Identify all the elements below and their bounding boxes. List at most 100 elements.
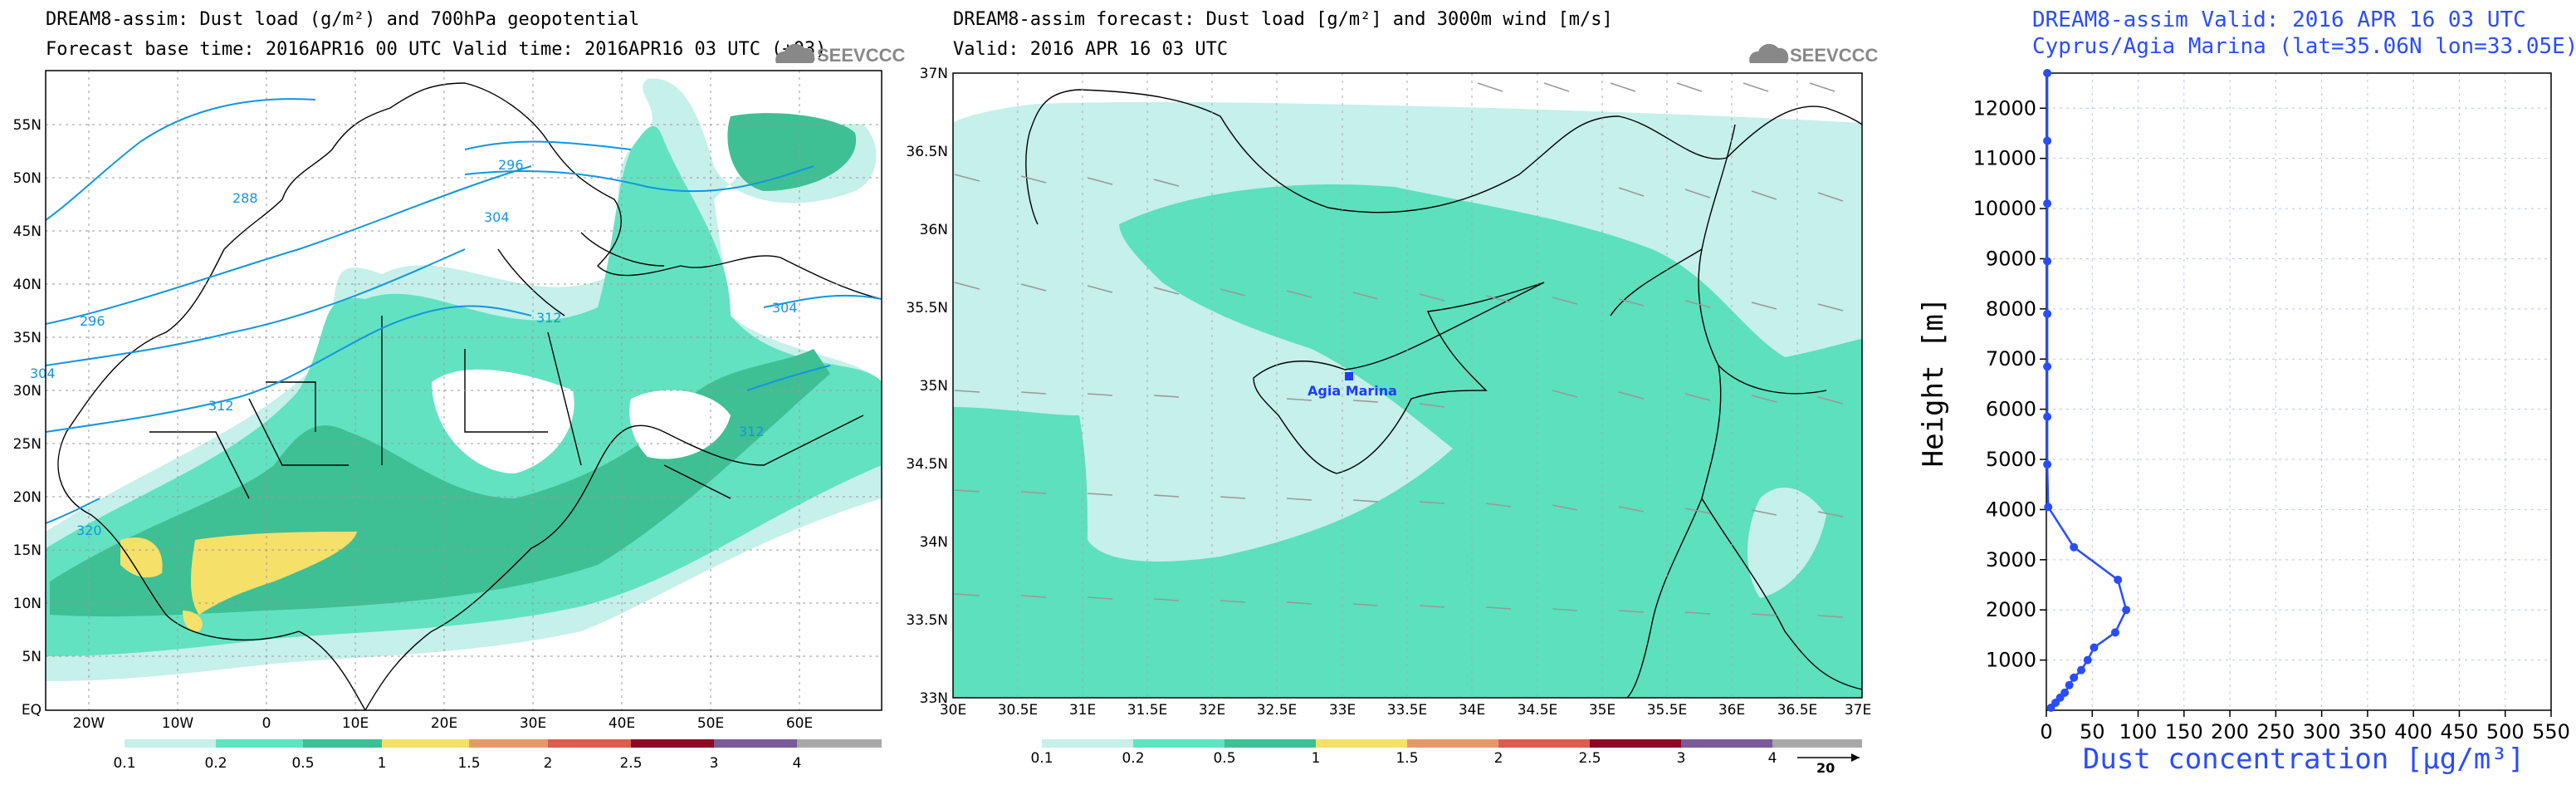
x-tick-label: 150: [2165, 720, 2203, 743]
svg-text:50E: 50E: [697, 715, 724, 732]
svg-text:45N: 45N: [13, 223, 42, 240]
svg-text:31.5E: 31.5E: [1127, 702, 1168, 719]
profile-point: [2070, 542, 2079, 552]
profile-point: [2043, 309, 2052, 318]
y-tick-label: 1000: [1986, 649, 2036, 672]
svg-text:10N: 10N: [13, 596, 42, 612]
x-tick-label: 400: [2394, 720, 2432, 743]
svg-text:SEEVCCC: SEEVCCC: [817, 45, 905, 66]
profile-panel: DREAM8-assim Valid: 2016 APR 16 03 UTC C…: [1917, 7, 2576, 776]
profile-points: [2043, 69, 2131, 712]
svg-text:312: 312: [536, 310, 562, 326]
svg-text:40E: 40E: [609, 715, 635, 732]
svg-text:35N: 35N: [920, 378, 948, 395]
map2-subtitle: Valid: 2016 APR 16 03 UTC: [953, 39, 1228, 60]
x-tick-label: 50: [2080, 720, 2105, 743]
svg-text:10E: 10E: [342, 715, 369, 732]
map2-lat-axis: 37N 36.5N 36N 35.5N 35N 34.5N 34N 33.5N …: [906, 66, 948, 707]
map1-contour-labels: 296 288 304 312 296 312 304 312 320 304: [30, 157, 798, 538]
y-tick-label: 9000: [1986, 247, 2036, 270]
profile-point: [2083, 655, 2092, 665]
profile-y-ticks: 1000 2000 3000 4000 5000 6000 7000 8000 9000 1000…: [1973, 96, 2046, 672]
svg-text:0: 0: [262, 715, 271, 732]
svg-text:2.5: 2.5: [1578, 750, 1601, 767]
x-tick-label: 200: [2211, 720, 2249, 743]
svg-text:288: 288: [232, 190, 258, 206]
svg-text:312: 312: [208, 398, 234, 414]
svg-text:0.2: 0.2: [1122, 750, 1144, 767]
x-tick-label: 350: [2349, 720, 2387, 743]
svg-text:25N: 25N: [13, 436, 42, 453]
y-tick-label: 6000: [1986, 398, 2036, 421]
svg-text:20N: 20N: [13, 489, 42, 506]
map1-subtitle: Forecast base time: 2016APR16 00 UTC Val…: [46, 39, 826, 60]
svg-text:320: 320: [76, 523, 102, 538]
svg-text:50N: 50N: [13, 170, 42, 187]
map2-frame: [952, 72, 1863, 699]
y-tick-label: 7000: [1986, 347, 2036, 370]
svg-text:37N: 37N: [920, 66, 948, 82]
x-tick-label: 100: [2119, 720, 2158, 743]
svg-text:60E: 60E: [786, 715, 813, 732]
profile-title: DREAM8-assim Valid: 2016 APR 16 03 UTC: [2032, 7, 2526, 32]
map1-gridlines: [46, 71, 882, 710]
svg-text:2: 2: [544, 755, 553, 772]
svg-text:34.5E: 34.5E: [1518, 702, 1558, 719]
svg-text:0.2: 0.2: [204, 755, 227, 772]
svg-text:20: 20: [1816, 760, 1835, 776]
svg-text:10W: 10W: [162, 715, 194, 732]
svg-text:15N: 15N: [13, 542, 42, 559]
svg-text:2: 2: [1494, 750, 1503, 767]
svg-text:1: 1: [378, 755, 387, 772]
profile-x-ticks: 0 50 100 150 200 250 300 350 400 450 500 550: [2040, 710, 2570, 743]
map-panel-2: DREAM8-assim forecast: Dust load [g/m²] …: [906, 9, 1878, 776]
svg-text:1.5: 1.5: [1396, 750, 1418, 767]
svg-text:3: 3: [1677, 750, 1686, 767]
svg-text:312: 312: [739, 424, 765, 439]
map1-title: DREAM8-assim: Dust load (g/m²) and 700hP…: [46, 9, 639, 30]
svg-text:304: 304: [30, 366, 56, 381]
x-tick-label: 500: [2486, 720, 2525, 743]
svg-text:296: 296: [80, 313, 105, 329]
svg-text:32E: 32E: [1199, 702, 1225, 719]
y-tick-label: 5000: [1986, 448, 2036, 471]
svg-text:0.5: 0.5: [1213, 750, 1235, 767]
svg-text:30E: 30E: [520, 715, 546, 732]
y-tick-label: 4000: [1986, 498, 2036, 521]
map1-geopotential-contours: [46, 98, 882, 524]
seevccc-logo: SEEVCCC: [775, 43, 905, 66]
svg-text:33N: 33N: [920, 690, 948, 707]
profile-series-line: [2046, 73, 2128, 709]
map1-frame: [45, 70, 882, 711]
svg-text:1.5: 1.5: [457, 755, 480, 772]
svg-text:30E: 30E: [940, 702, 966, 719]
profile-x-label: Dust concentration [μg/m³]: [2083, 743, 2525, 776]
profile-point: [2077, 665, 2086, 675]
station-label: Agia Marina: [1308, 383, 1397, 399]
map2-coastlines: [1025, 89, 1862, 698]
seevccc-logo-2: SEEVCCC: [1749, 43, 1878, 66]
profile-point: [2110, 628, 2119, 637]
svg-text:36E: 36E: [1718, 702, 1745, 719]
profile-point: [2043, 257, 2052, 266]
svg-text:4: 4: [793, 755, 802, 772]
y-tick-label: 11000: [1973, 147, 2036, 170]
svg-text:5N: 5N: [22, 649, 42, 665]
svg-text:0.1: 0.1: [113, 755, 135, 772]
svg-text:31E: 31E: [1069, 702, 1096, 719]
profile-point: [2070, 673, 2079, 682]
profile-point: [2122, 606, 2131, 615]
profile-point: [2043, 136, 2052, 145]
svg-text:36.5N: 36.5N: [906, 144, 948, 160]
map2-colorbar: 0.1 0.2 0.5 1 1.5 2 2.5 3 4 20: [1030, 739, 1862, 776]
svg-text:4: 4: [1768, 750, 1777, 767]
profile-point: [2043, 460, 2052, 469]
map1-lon-axis: 20W 10W 0 10E 20E 30E 40E 50E 60E: [73, 715, 813, 732]
svg-text:35E: 35E: [1589, 702, 1615, 719]
svg-text:0.1: 0.1: [1030, 750, 1053, 767]
profile-point: [2043, 412, 2052, 421]
svg-text:EQ: EQ: [22, 702, 42, 719]
svg-text:35.5N: 35.5N: [906, 300, 948, 316]
svg-text:30N: 30N: [13, 383, 42, 400]
